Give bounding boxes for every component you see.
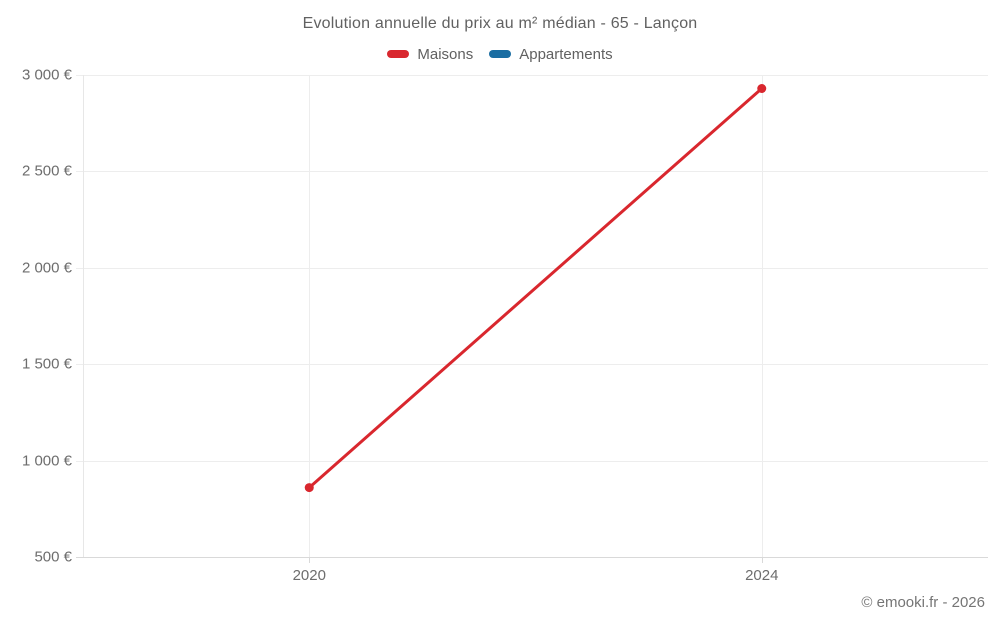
y-axis-label: 500 €	[34, 548, 72, 566]
legend-item-maisons[interactable]: Maisons	[387, 46, 473, 63]
h-gridline	[76, 171, 988, 173]
copyright-text: © emooki.fr - 2026	[861, 594, 985, 611]
x-axis-label: 2020	[292, 567, 326, 584]
h-gridline	[76, 364, 988, 366]
chart-title: Evolution annuelle du prix au m² médian …	[302, 15, 698, 32]
x-axis-label: 2024	[745, 567, 779, 584]
legend-label: Appartements	[519, 45, 613, 63]
y-axis-label: 3 000 €	[21, 66, 72, 84]
y-axis-label: 2 500 €	[21, 162, 72, 180]
h-gridline	[76, 75, 988, 76]
legend-label: Maisons	[417, 45, 474, 63]
y-axis-line	[83, 75, 84, 557]
legend-item-appartements[interactable]: Appartements	[489, 45, 613, 63]
y-axis-label: 2 000 €	[21, 259, 72, 277]
legend-swatch-appartements	[489, 50, 512, 58]
y-axis-label: 1 500 €	[21, 355, 72, 373]
y-axis-label: 1 000 €	[21, 452, 72, 470]
x-axis-line	[76, 557, 988, 558]
chart-legend: Maisons Appartements	[0, 44, 1000, 64]
v-gridline	[309, 75, 311, 557]
x-axis-tick	[761, 557, 763, 563]
series-line-maisons	[307, 86, 764, 490]
x-axis-tick	[309, 557, 311, 563]
v-gridline	[761, 75, 763, 557]
h-gridline	[76, 460, 988, 462]
h-gridline	[76, 267, 988, 269]
legend-swatch-maisons	[387, 50, 410, 58]
